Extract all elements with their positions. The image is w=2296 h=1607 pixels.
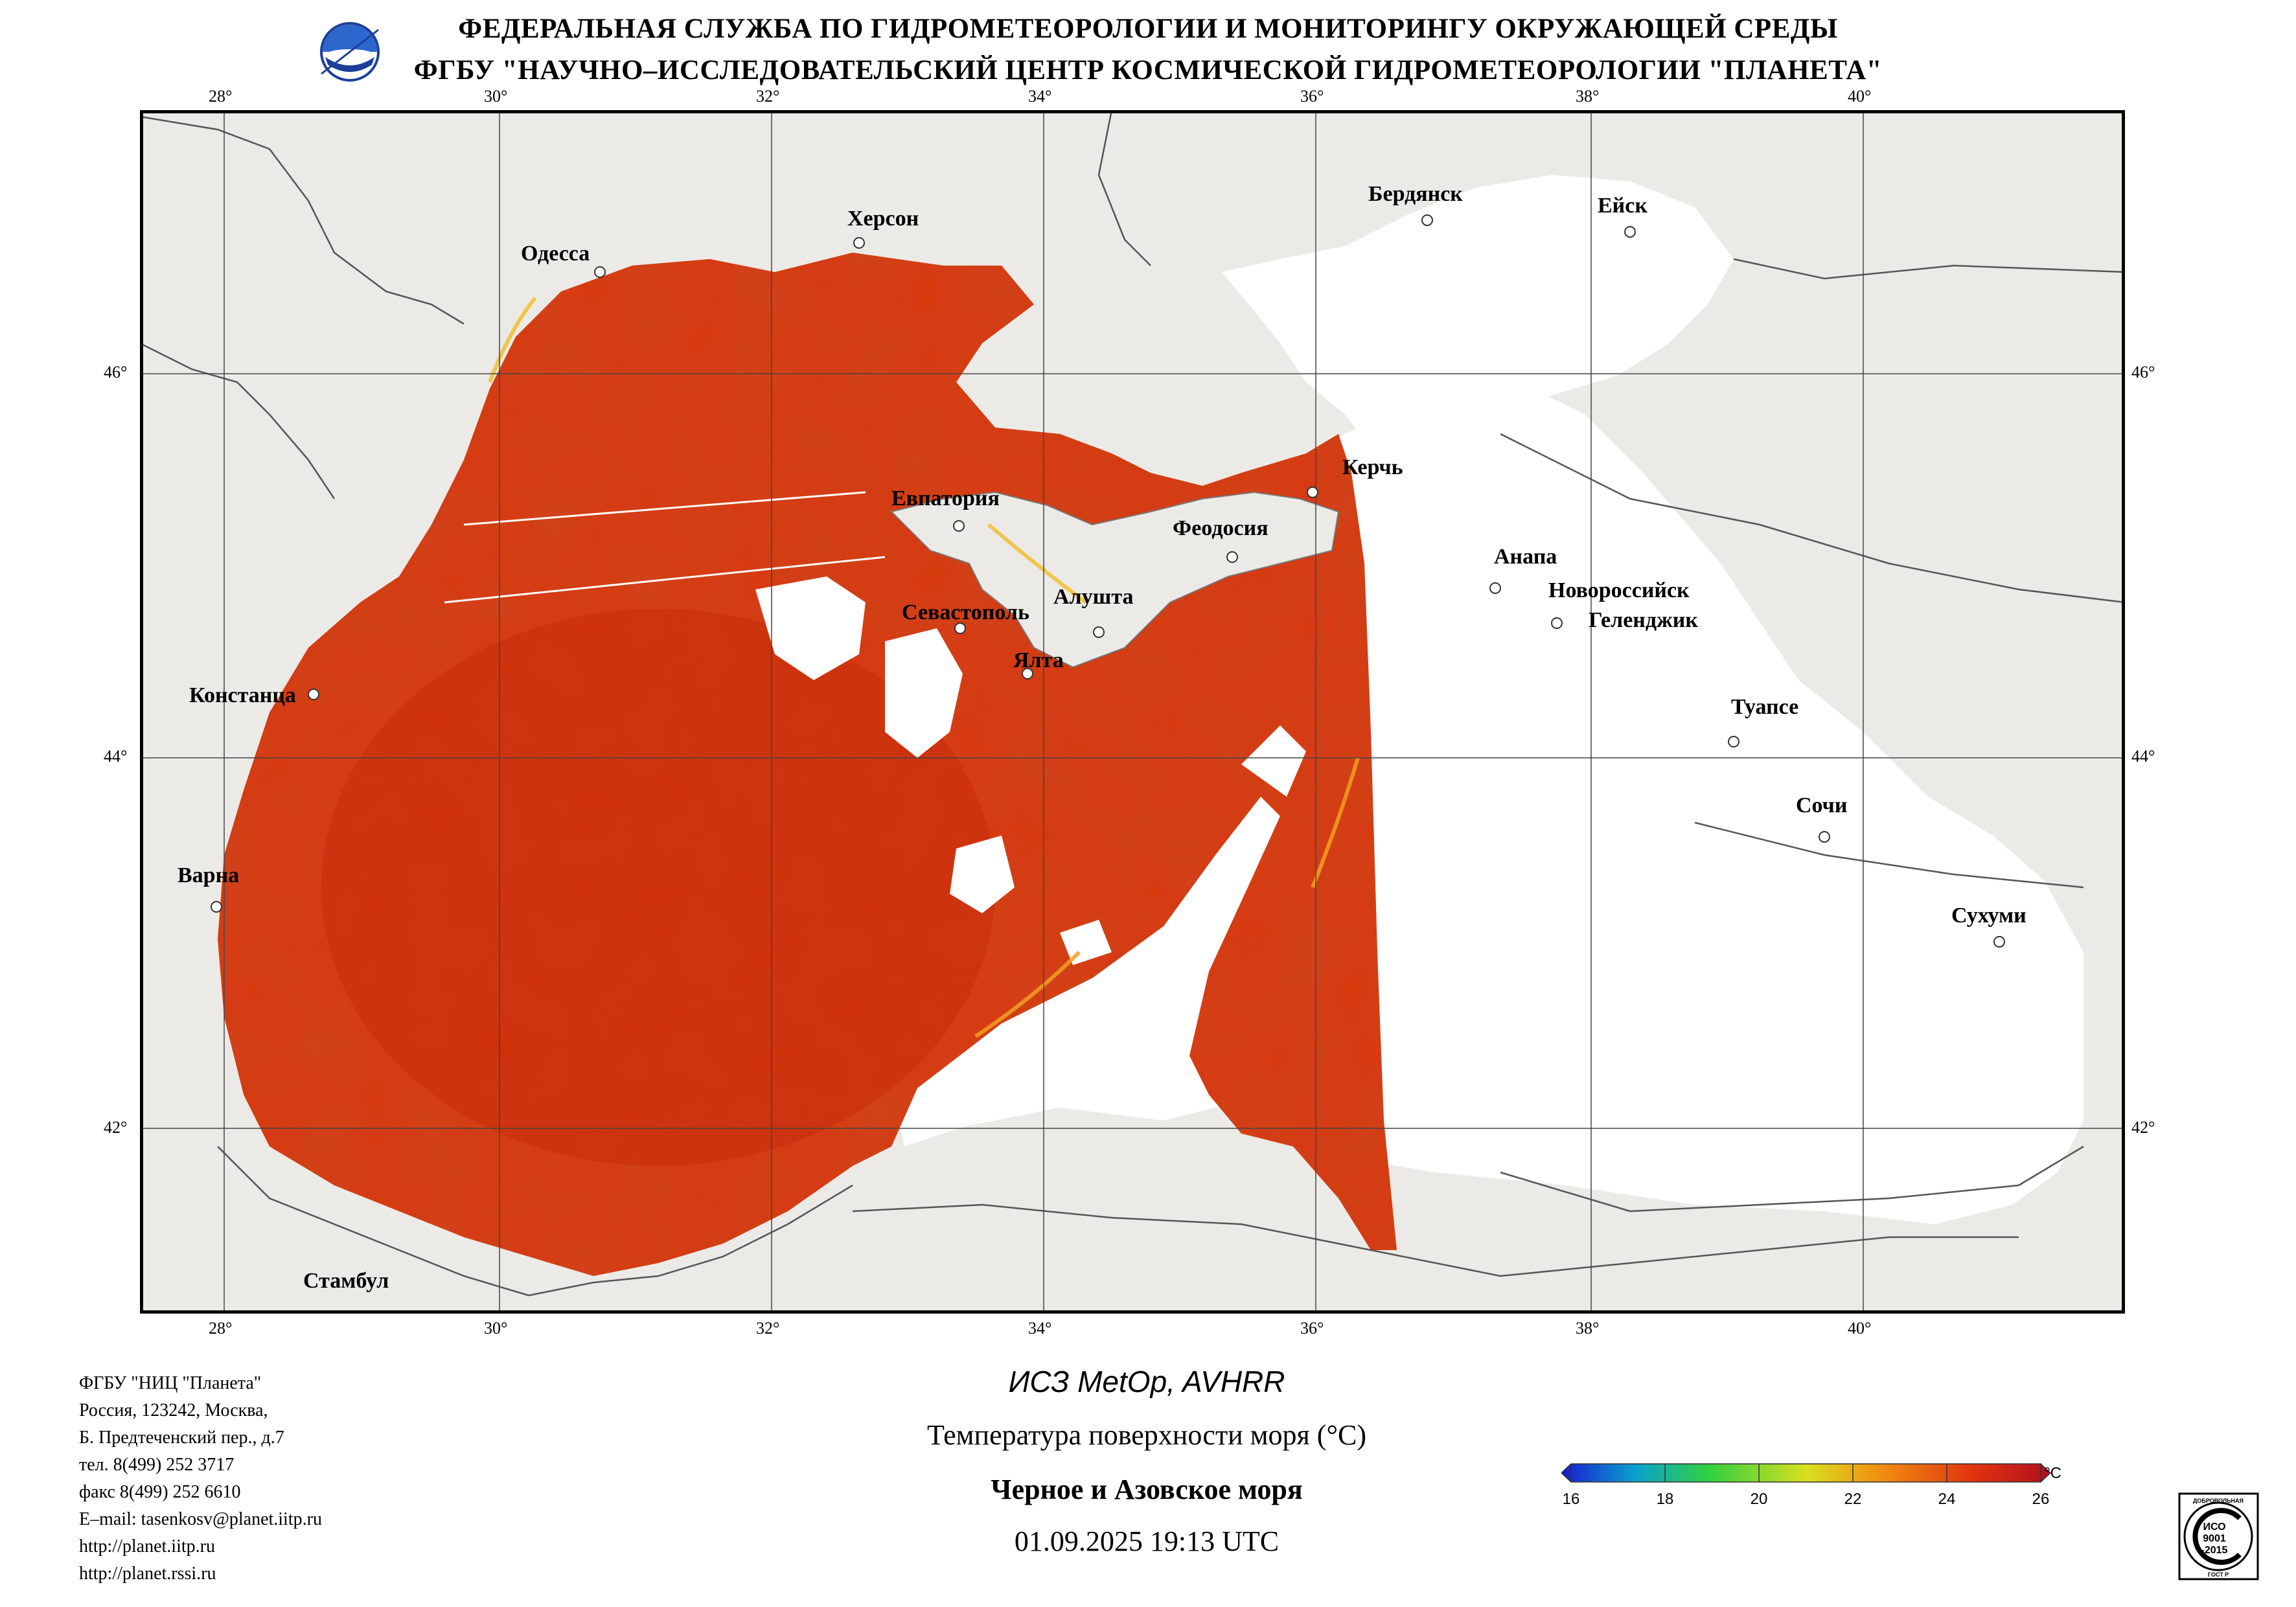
city-sevastopol: Севастополь xyxy=(902,600,1029,624)
lon-label-bottom-40: 40° xyxy=(1848,1319,1872,1338)
lat-label-right-42: 42° xyxy=(2131,1118,2155,1137)
info-line-fax: факс 8(499) 252 6610 xyxy=(79,1482,241,1502)
lat-label-left-44: 44° xyxy=(104,747,128,766)
info-line-url-1[interactable]: http://planet.iitp.ru xyxy=(79,1536,215,1556)
iso-line-2: 9001 xyxy=(2203,1533,2226,1544)
cloud-patches xyxy=(755,576,1306,965)
city-constanta: Констанца xyxy=(189,683,296,707)
city-yalta: Ялта xyxy=(1013,648,1064,672)
city-odessa: Одесса xyxy=(521,242,590,266)
city-feodosia: Феодосия xyxy=(1173,516,1269,540)
city-istanbul: Стамбул xyxy=(303,1269,389,1293)
header-line-1: ФЕДЕРАЛЬНАЯ СЛУЖБА ПО ГИДРОМЕТЕОРОЛОГИИ … xyxy=(458,14,1838,44)
info-line-country: Россия, 123242, Москва, xyxy=(79,1400,268,1420)
info-line-org: ФГБУ "НИЦ "Планета" xyxy=(79,1373,262,1393)
iso-line-1: ИСО xyxy=(2203,1522,2225,1533)
city-varna: Варна xyxy=(178,863,239,887)
iso-line-3: -2015 xyxy=(2201,1545,2228,1556)
city-evpatoria: Евпатория xyxy=(891,486,1000,510)
sst-map: Одесса Херсон Бердянск Ейск Керчь Евпато… xyxy=(140,110,2125,1314)
lon-label-top-30: 30° xyxy=(484,87,508,106)
color-legend: 16 18 20 22 24 26 °C xyxy=(1561,1463,2061,1508)
lat-label-right-44: 44° xyxy=(2131,747,2155,766)
caption-region: Черное и Азовское моря xyxy=(991,1474,1303,1505)
info-line-url-2[interactable]: http://planet.rssi.ru xyxy=(79,1564,216,1584)
caption-satellite: ИСЗ MetOp, AVHRR xyxy=(1008,1365,1285,1398)
city-gelendzhik: Геленджик xyxy=(1589,608,1698,632)
city-sochi: Сочи xyxy=(1796,793,1847,817)
city-novorossiysk: Новороссийск xyxy=(1548,578,1690,602)
city-berdyansk: Бердянск xyxy=(1368,182,1463,206)
city-yeysk: Ейск xyxy=(1598,194,1647,218)
legend-tick-20: 20 xyxy=(1751,1490,1768,1508)
scan-seam-1 xyxy=(463,491,866,526)
info-line-phone: тел. 8(499) 252 3717 xyxy=(79,1455,235,1475)
info-line-email[interactable]: E–mail: tasenkosv@planet.iitp.ru xyxy=(79,1509,322,1529)
city-anapa: Анапа xyxy=(1494,545,1557,569)
header-line-2: ФГБУ "НАУЧНО–ИССЛЕДОВАТЕЛЬСКИЙ ЦЕНТР КОС… xyxy=(413,55,1883,85)
lat-label-left-42: 42° xyxy=(104,1118,128,1137)
city-sukhumi: Сухуми xyxy=(1951,904,2026,928)
iso-top-text: ДОБРОВОЛЬНАЯ xyxy=(2193,1498,2244,1504)
azov-sea xyxy=(1222,175,1734,473)
graticule xyxy=(140,110,2125,1314)
sst-core xyxy=(321,609,995,1166)
city-markers xyxy=(211,214,2005,948)
lat-label-left-46: 46° xyxy=(104,363,128,382)
lon-label-top-36: 36° xyxy=(1300,87,1324,106)
lon-label-bottom-28: 28° xyxy=(209,1319,233,1338)
lat-label-right-46: 46° xyxy=(2131,363,2155,382)
city-kherson: Херсон xyxy=(847,207,919,231)
lon-label-top-40: 40° xyxy=(1848,87,1872,106)
city-alushta: Алушта xyxy=(1053,585,1133,609)
legend-tick-24: 24 xyxy=(1938,1490,1956,1508)
planeta-logo xyxy=(320,22,380,82)
legend-bar xyxy=(1561,1463,2052,1483)
borders xyxy=(140,110,2125,1297)
lon-label-top-34: 34° xyxy=(1028,87,1052,106)
lon-label-top-32: 32° xyxy=(756,87,780,106)
legend-tick-18: 18 xyxy=(1657,1490,1674,1508)
cool-streaks xyxy=(488,297,1360,1038)
lon-label-bottom-36: 36° xyxy=(1300,1319,1324,1338)
legend-tick-26: 26 xyxy=(2032,1490,2050,1508)
legend-unit: °C xyxy=(2044,1465,2061,1482)
caption-datetime: 01.09.2025 19:13 UTC xyxy=(1014,1525,1280,1557)
lon-label-bottom-32: 32° xyxy=(756,1319,780,1338)
scan-seam-2 xyxy=(444,556,886,604)
city-tuapse: Туапсе xyxy=(1731,695,1798,719)
lon-label-bottom-34: 34° xyxy=(1028,1319,1052,1338)
lon-label-top-28: 28° xyxy=(209,87,233,106)
city-kerch: Керчь xyxy=(1342,455,1403,479)
cloud-sea-east xyxy=(891,382,2084,1224)
legend-tick-16: 16 xyxy=(1563,1490,1580,1508)
lon-label-bottom-30: 30° xyxy=(484,1319,508,1338)
lon-label-top-38: 38° xyxy=(1576,87,1600,106)
legend-tick-22: 22 xyxy=(1844,1490,1862,1508)
iso-bottom-text: ГОСТ Р xyxy=(2208,1571,2229,1578)
iso-certification-badge: ДОБРОВОЛЬНАЯ ИСО 9001 -2015 ГОСТ Р xyxy=(2178,1492,2259,1580)
lon-label-bottom-38: 38° xyxy=(1576,1319,1600,1338)
info-line-street: Б. Предтеченский пер., д.7 xyxy=(79,1428,284,1448)
caption-parameter: Температура поверхности моря (°C) xyxy=(926,1419,1367,1451)
